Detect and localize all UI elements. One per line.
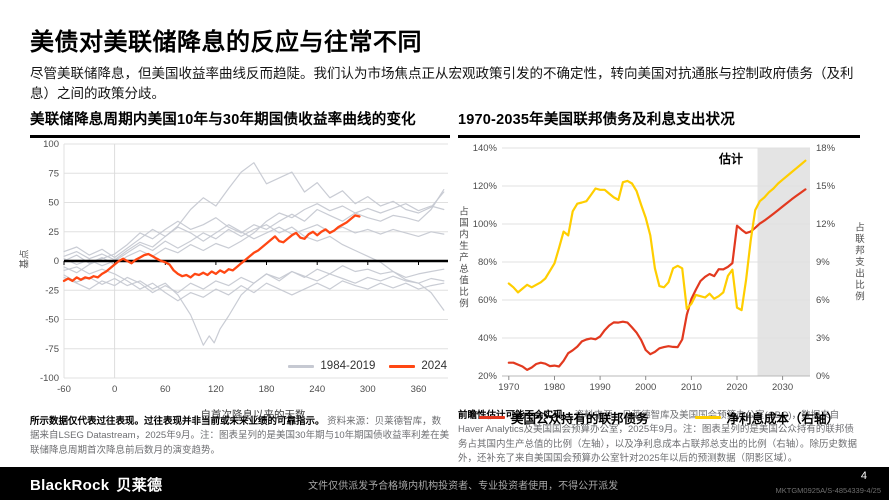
left-chart-area: 100 75 50 25 0 -25 -50 -75 -100 -60 0 60 120 180 240 30… [20, 139, 450, 421]
x-axis-tick-label: 1970 [498, 382, 519, 393]
cycle-1984-2019-line-6 [63, 224, 445, 259]
debt-interest-chart: 140% 120% 100% 80% 60% 40% 20% 18% 15% 12% 9% 6% 3% 0… [473, 143, 836, 393]
right-chart-footnote-text: 资料来源：贝莱德智库及美国国会预算办公室(CBO)，数据来自Haver Anal… [458, 410, 858, 464]
right-chart-area: 140% 120% 100% 80% 60% 40% 20% 18% 15% 12% 9% 6% 3% 0… [457, 140, 864, 426]
x-axis-tick-label: 2000 [635, 382, 656, 393]
left-chart-x-axis-title: 自首次降息以来的天数 [200, 409, 306, 421]
x-axis-tick-label: 0 [112, 384, 117, 395]
x-axis-tick-label: 2020 [726, 382, 747, 393]
net-interest-cost-line [507, 159, 807, 312]
legend-label-2024: 2024 [421, 360, 447, 372]
debt-held-by-public-line [507, 188, 807, 371]
left-chart-footnote-bold: 所示数据仅代表过往表现。过往表现并非当前或未来业绩的可靠指示。 [30, 416, 325, 427]
document-code: MKTGM0925A/S-4854339-4/25 [775, 486, 881, 495]
right-axis-tick-label: 12% [816, 219, 836, 230]
brand-cn: 贝莱德 [116, 477, 163, 494]
left-chart-footnote: 所示数据仅代表过往表现。过往表现并非当前或未来业绩的可靠指示。 资料来源：贝莱德… [30, 415, 450, 458]
x-axis-tick-label: 360 [411, 384, 427, 395]
left-axis-tick-label: -25 [45, 285, 59, 296]
x-axis-tick-label: 60 [160, 384, 171, 395]
right-axis-tick-label: 18% [816, 143, 836, 154]
cycle-2024-line [62, 214, 361, 283]
cycle-1984-2019-line-8 [63, 266, 445, 302]
footer-bar: BlackRock 贝莱德 文件仅供派发予合格境内机构投资者、专业投资者使用，不得… [0, 467, 889, 500]
x-axis-tick-label: 240 [309, 384, 325, 395]
left-axis-tick-label: 20% [478, 371, 498, 382]
page-title: 美债对美联储降息的反应与往常不同 [30, 29, 422, 56]
right-chart-right-axis-label: 占联邦支出比例 [853, 222, 864, 303]
x-axis-tick-label: 2030 [772, 382, 793, 393]
legend-swatch-federal-debt [478, 416, 505, 419]
legend-label-1984-2019: 1984-2019 [320, 360, 376, 372]
cycle-1984-2019-line-4 [63, 224, 445, 311]
right-chart-footnote: 前瞻性估计可能不会实现。 资料来源：贝莱德智库及美国国会预算办公室(CBO)，数… [458, 409, 860, 466]
legend-item-federal-debt: 美国公众持有的联邦债务 [478, 408, 649, 427]
left-axis-tick-label: 120% [473, 181, 498, 192]
right-chart-left-axis-label: 占国内生产总值比例 [457, 206, 468, 310]
footer-disclaimer: 文件仅供派发予合格境内机构投资者、专业投资者使用，不得公开派发 [308, 481, 619, 492]
x-axis-tick-label: 180 [259, 384, 275, 395]
x-axis-tick-label: 1990 [590, 382, 611, 393]
left-axis-tick-label: -75 [45, 344, 59, 355]
cycle-1984-2019-line-5 [63, 270, 445, 294]
legend-swatch-2024 [389, 364, 416, 368]
left-chart-legend: 1984-2019 2024 [285, 359, 450, 373]
page-intro: 尽管美联储降息，但美国收益率曲线反而趋陡。我们认为市场焦点正从宏观政策引发的不确… [30, 66, 854, 101]
right-chart-footnote-bold: 前瞻性估计可能不会实现。 [458, 410, 573, 421]
right-chart-title: 1970-2035年美国联邦债务及利息支出状况 [458, 108, 860, 138]
x-axis-tick-label: 1980 [544, 382, 565, 393]
page-number: 4 [860, 470, 867, 482]
left-axis-tick-label: 40% [478, 333, 498, 344]
right-axis-tick-label: 6% [816, 295, 830, 306]
left-chart-title: 美联储降息周期内美国10年与30年期国债收益率曲线的变化 [30, 108, 450, 138]
left-axis-tick-label: 75 [48, 169, 59, 180]
left-axis-tick-label: 0 [54, 256, 59, 267]
x-axis-tick-label: 120 [208, 384, 224, 395]
cycle-1984-2019-line-1 [63, 162, 445, 261]
left-axis-tick-label: 100% [473, 219, 498, 230]
legend-item-net-interest: 净利息成本（右轴） [694, 408, 840, 427]
left-axis-tick-label: 60% [478, 295, 498, 306]
blackrock-logo: BlackRock 贝莱德 [30, 474, 162, 495]
left-axis-tick-label: -50 [45, 315, 59, 326]
right-axis-tick-label: 0% [816, 371, 830, 382]
left-axis-tick-label: 140% [473, 143, 498, 154]
estimate-label: 估计 [718, 152, 743, 166]
yield-curve-chart: 100 75 50 25 0 -25 -50 -75 -100-60 0 60 120 180 240 30… [40, 139, 448, 395]
legend-swatch-net-interest [694, 416, 721, 419]
cycle-1984-2019-line-2 [63, 188, 445, 274]
left-chart-y-axis-label: 基点 [19, 249, 31, 269]
right-axis-tick-label: 9% [816, 257, 830, 268]
left-chart-section: 美联储降息周期内美国10年与30年期国债收益率曲线的变化 100 75 50 25 0 -… [20, 108, 450, 458]
left-axis-tick-label: 80% [478, 257, 498, 268]
left-axis-tick-label: 100 [43, 140, 59, 150]
left-axis-tick-label: 50 [48, 198, 59, 209]
legend-swatch-1984-2019 [288, 364, 315, 368]
legend-item-2024: 2024 [389, 360, 447, 372]
legend-label-net-interest: 净利息成本（右轴） [726, 412, 840, 426]
left-chart-footnote-text: 资料来源：贝莱德智库，数据来自LSEG Datastream，2025年9月。注… [30, 416, 450, 456]
slide-header: 美债对美联储降息的反应与往常不同 尽管美联储降息，但美国收益率曲线反而趋陡。我们… [30, 22, 860, 103]
cycle-1984-2019-line-7 [63, 203, 445, 266]
left-axis-tick-label: 25 [48, 227, 59, 238]
left-axis-tick-label: -100 [40, 373, 59, 384]
legend-label-federal-debt: 美国公众持有的联邦债务 [510, 412, 649, 426]
x-axis-tick-label: 300 [360, 384, 376, 395]
right-chart-section: 1970-2035年美国联邦债务及利息支出状况 140% 120% 100% 80% 6… [457, 108, 864, 466]
legend-item-1984-2019: 1984-2019 [288, 360, 375, 372]
right-axis-tick-label: 15% [816, 181, 836, 192]
cycle-1984-2019-line-3 [63, 265, 445, 346]
brand-en: BlackRock [30, 477, 110, 494]
x-axis-tick-label: -60 [57, 384, 71, 395]
right-axis-tick-label: 3% [816, 333, 830, 344]
x-axis-tick-label: 2010 [681, 382, 702, 393]
right-chart-legend: 美国公众持有的联邦债务 净利息成本（右轴） [458, 408, 860, 427]
